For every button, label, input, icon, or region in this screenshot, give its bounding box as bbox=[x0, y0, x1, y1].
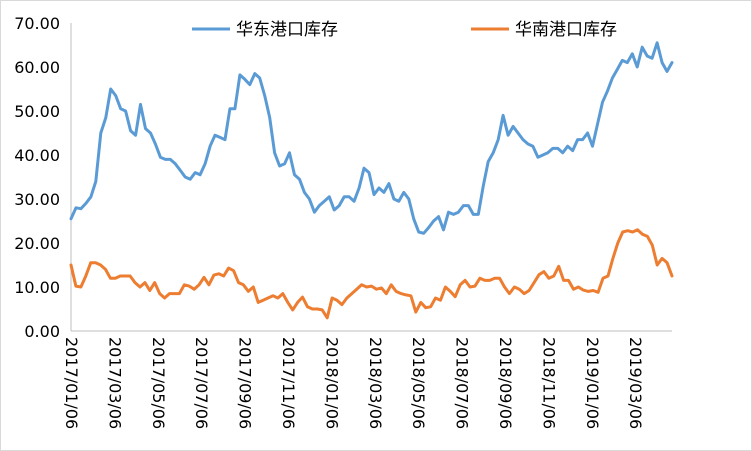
y-tick-label: 70.00 bbox=[14, 14, 60, 33]
x-tick-label: 2017/01/06 bbox=[62, 337, 81, 429]
x-tick-label: 2019/03/06 bbox=[626, 337, 645, 429]
x-tick-label: 2018/07/06 bbox=[453, 337, 472, 429]
x-tick-label: 2017/03/06 bbox=[105, 337, 124, 429]
y-tick-label: 10.00 bbox=[14, 278, 60, 297]
x-tick-label: 2018/11/06 bbox=[539, 337, 558, 429]
legend-label-huanan: 华南港口库存 bbox=[515, 20, 617, 40]
x-tick-label: 2017/09/06 bbox=[236, 337, 255, 429]
y-tick-label: 40.00 bbox=[14, 146, 60, 165]
y-tick-label: 20.00 bbox=[14, 234, 60, 253]
legend: 华东港口库存 华南港口库存 bbox=[192, 20, 617, 40]
x-tick-label: 2018/01/06 bbox=[322, 337, 341, 429]
series-line-huanan bbox=[69, 228, 674, 320]
legend-label-huadong: 华东港口库存 bbox=[236, 20, 338, 40]
x-tick-label: 2017/05/06 bbox=[149, 337, 168, 429]
x-tick-label: 2017/11/06 bbox=[279, 337, 298, 429]
y-tick-label: 30.00 bbox=[14, 190, 60, 209]
x-tick-label: 2018/09/06 bbox=[496, 337, 515, 429]
x-tick-label: 2017/07/06 bbox=[192, 337, 211, 429]
x-tick-label: 2019/01/06 bbox=[583, 337, 602, 429]
series-lines bbox=[69, 41, 674, 320]
series-line-huadong bbox=[69, 41, 674, 235]
y-tick-label: 60.00 bbox=[14, 58, 60, 77]
x-tick-label: 2018/03/06 bbox=[366, 337, 385, 429]
y-tick-label: 0.00 bbox=[24, 322, 60, 341]
axes bbox=[70, 23, 672, 332]
x-axis-ticks: 2017/01/06 2017/03/06 2017/05/06 2017/07/06… bbox=[62, 337, 645, 429]
y-axis-ticks: 0.00 10.00 20.00 30.00 40.00 50.00 60.00 70.00 bbox=[14, 14, 60, 341]
y-tick-label: 50.00 bbox=[14, 102, 60, 121]
x-tick-label: 2018/05/06 bbox=[409, 337, 428, 429]
